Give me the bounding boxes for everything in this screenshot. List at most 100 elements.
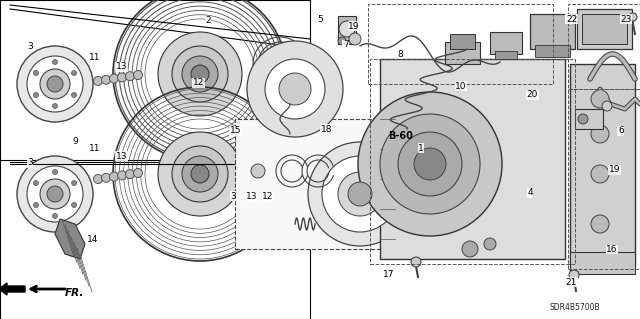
Circle shape	[52, 169, 58, 174]
Bar	[368, 4, 553, 84]
Circle shape	[569, 270, 579, 280]
Circle shape	[172, 146, 228, 202]
Circle shape	[33, 181, 38, 186]
Circle shape	[33, 70, 38, 76]
Circle shape	[27, 56, 83, 112]
Bar	[235, 119, 400, 249]
Circle shape	[265, 59, 325, 119]
Circle shape	[109, 172, 118, 181]
Circle shape	[308, 142, 412, 246]
Text: 1: 1	[419, 144, 424, 153]
Bar	[582, 14, 627, 44]
Circle shape	[279, 73, 311, 105]
Bar	[380, 59, 565, 259]
Text: 3: 3	[28, 158, 33, 167]
Bar	[370, 59, 575, 264]
Text: 21: 21	[566, 278, 577, 287]
Circle shape	[398, 132, 462, 196]
Circle shape	[72, 181, 77, 186]
Circle shape	[191, 165, 209, 183]
Text: 19: 19	[348, 22, 360, 31]
Circle shape	[338, 172, 382, 216]
Text: 3: 3	[28, 42, 33, 51]
Circle shape	[27, 166, 83, 222]
Circle shape	[251, 164, 265, 178]
Circle shape	[125, 170, 134, 179]
Circle shape	[102, 75, 111, 84]
Bar	[568, 89, 640, 269]
Circle shape	[47, 186, 63, 202]
Circle shape	[338, 37, 346, 45]
Bar	[570, 64, 635, 264]
Circle shape	[93, 174, 102, 183]
Circle shape	[348, 182, 372, 206]
Bar	[577, 9, 632, 49]
Circle shape	[578, 114, 588, 124]
Circle shape	[158, 32, 242, 116]
Text: 20: 20	[527, 90, 538, 99]
Text: 12: 12	[193, 78, 204, 87]
Text: B-60: B-60	[388, 131, 413, 141]
Circle shape	[33, 203, 38, 207]
Circle shape	[182, 56, 218, 92]
Circle shape	[93, 77, 102, 85]
Bar	[530, 14, 575, 49]
Text: FR.: FR.	[65, 288, 84, 298]
Circle shape	[591, 165, 609, 183]
Circle shape	[414, 148, 446, 180]
Text: 9: 9	[73, 137, 78, 146]
Circle shape	[134, 70, 143, 79]
Bar	[490, 32, 522, 54]
Circle shape	[52, 213, 58, 219]
Bar	[568, 4, 640, 89]
Circle shape	[380, 114, 480, 214]
Circle shape	[462, 241, 478, 257]
Text: 16: 16	[606, 245, 618, 254]
Bar	[338, 16, 356, 44]
Circle shape	[72, 70, 77, 76]
Text: 19: 19	[609, 165, 620, 174]
Circle shape	[109, 74, 118, 83]
Circle shape	[52, 60, 58, 64]
Text: 11: 11	[89, 144, 100, 153]
Circle shape	[339, 21, 355, 37]
Bar	[575, 109, 603, 129]
Circle shape	[247, 41, 343, 137]
Circle shape	[118, 171, 127, 180]
Circle shape	[158, 132, 242, 216]
Text: 13: 13	[116, 152, 127, 161]
Circle shape	[17, 156, 93, 232]
Circle shape	[358, 92, 502, 236]
Circle shape	[102, 173, 111, 182]
Circle shape	[40, 179, 70, 209]
Text: 13: 13	[246, 192, 257, 201]
Text: 7: 7	[343, 40, 348, 49]
Circle shape	[72, 203, 77, 207]
Circle shape	[602, 101, 612, 111]
Text: 13: 13	[116, 63, 127, 71]
Text: 11: 11	[89, 53, 100, 62]
Circle shape	[118, 73, 127, 82]
Text: 23: 23	[620, 15, 632, 24]
Text: 10: 10	[455, 82, 467, 91]
Circle shape	[322, 156, 398, 232]
Circle shape	[47, 76, 63, 92]
Circle shape	[172, 46, 228, 102]
Bar	[535, 45, 570, 57]
Circle shape	[484, 238, 496, 250]
Circle shape	[72, 93, 77, 98]
Text: 12: 12	[262, 192, 273, 201]
Text: 22: 22	[566, 15, 577, 24]
Circle shape	[52, 103, 58, 108]
Circle shape	[629, 13, 637, 21]
FancyArrow shape	[0, 283, 25, 295]
Circle shape	[182, 156, 218, 192]
Text: 4: 4	[527, 189, 532, 197]
Text: 2: 2	[205, 16, 211, 25]
Text: 6: 6	[618, 126, 623, 135]
Circle shape	[349, 33, 361, 45]
Text: 5: 5	[317, 15, 323, 24]
Circle shape	[411, 257, 421, 267]
Circle shape	[33, 93, 38, 98]
Polygon shape	[55, 219, 85, 259]
